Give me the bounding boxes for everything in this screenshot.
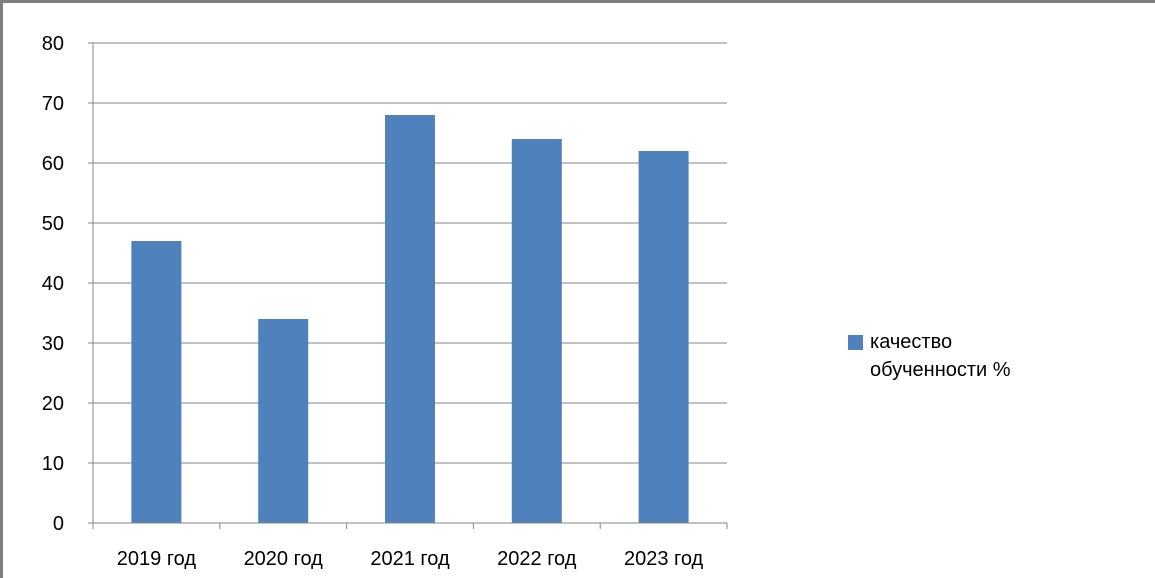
bar [131,241,182,523]
legend-swatch [848,335,863,350]
bars [131,115,689,523]
bar [258,319,309,523]
y-tick-label: 50 [42,213,64,235]
y-tick-labels: 0 10 20 30 40 50 60 70 80 [42,33,64,535]
y-tick-label: 80 [42,33,64,55]
x-tick-label: 2020 год [244,548,324,570]
y-tick-label: 40 [42,273,64,295]
bar [385,115,435,523]
y-tick-label: 60 [42,153,64,175]
bar [511,139,562,523]
x-tick-label: 2023 год [624,548,704,570]
axes [88,42,728,529]
y-tick-label: 20 [42,393,64,415]
x-tick-label: 2021 год [370,548,450,570]
x-tick-label: 2022 год [497,548,577,570]
y-tick-label: 0 [53,513,64,535]
bar [638,151,689,523]
y-tick-label: 70 [42,93,64,115]
y-tick-label: 30 [42,333,64,355]
legend-label: качество обученности % [870,331,1011,381]
x-tick-labels: 2019 год 2020 год 2021 год 2022 год 2023 год [117,548,704,570]
legend: качество обученности % [848,328,1050,384]
y-tick-label: 10 [42,453,64,475]
x-tick-label: 2019 год [117,548,197,570]
